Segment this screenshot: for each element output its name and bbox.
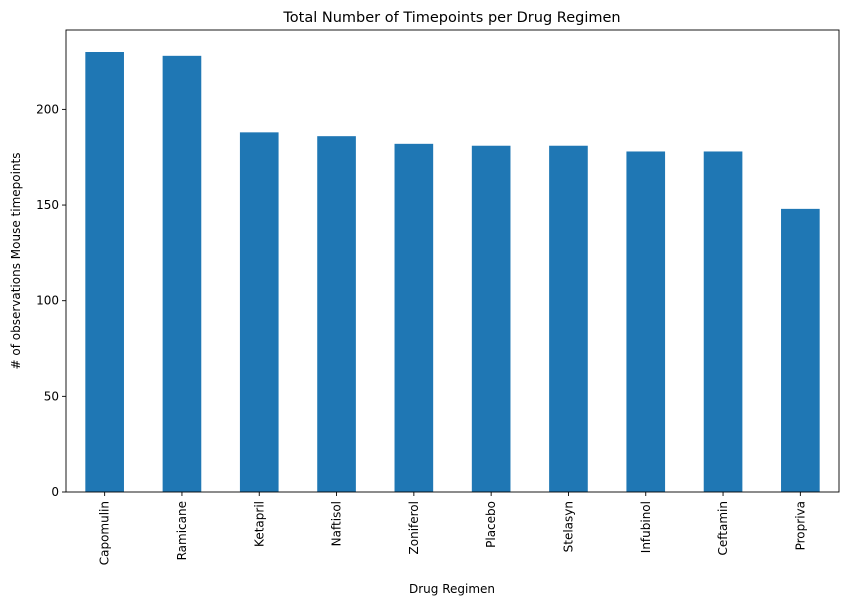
bar-zoniferol (394, 143, 434, 492)
y-tick-label-150: 150 (36, 198, 59, 212)
bar-ceftamin (703, 151, 743, 492)
y-axis: 0 50 100 150 200 (36, 102, 66, 499)
bar-ramicane (162, 55, 202, 493)
bar-infubinol (626, 151, 666, 492)
y-tick-label-200: 200 (36, 102, 59, 116)
x-axis: Capomulin Ramicane Ketapril Naftisol Zonifer… (98, 492, 807, 565)
x-tick-label-ceftamin: Ceftamin (716, 501, 730, 555)
bar-capomulin (85, 52, 124, 492)
bar-placebo (471, 145, 511, 492)
x-tick-label-infubinol: Infubinol (639, 501, 653, 553)
bar-naftisol (317, 136, 356, 492)
chart-title: Total Number of Timepoints per Drug Regi… (282, 10, 620, 26)
x-tick-label-naftisol: Naftisol (330, 501, 344, 546)
x-tick-label-zoniferol: Zoniferol (407, 501, 421, 554)
plot-frame (65, 29, 840, 493)
x-tick-label-stelasyn: Stelasyn (561, 501, 575, 552)
y-tick-label-100: 100 (36, 294, 59, 308)
bars-layer (85, 52, 820, 493)
x-tick-label-capomulin: Capomulin (98, 501, 112, 565)
bar-propriva (781, 208, 820, 492)
bar-stelasyn (549, 145, 588, 492)
y-axis-label: # of observations Mouse timepoints (9, 152, 23, 369)
x-tick-label-ketapril: Ketapril (252, 501, 266, 547)
bar-ketapril (239, 132, 279, 492)
y-tick-label-0: 0 (51, 485, 59, 499)
x-axis-label: Drug Regimen (409, 582, 495, 596)
y-tick-label-50: 50 (44, 389, 59, 403)
x-tick-label-placebo: Placebo (484, 501, 498, 548)
x-tick-label-propriva: Propriva (793, 501, 807, 550)
x-tick-label-ramicane: Ramicane (175, 501, 189, 560)
